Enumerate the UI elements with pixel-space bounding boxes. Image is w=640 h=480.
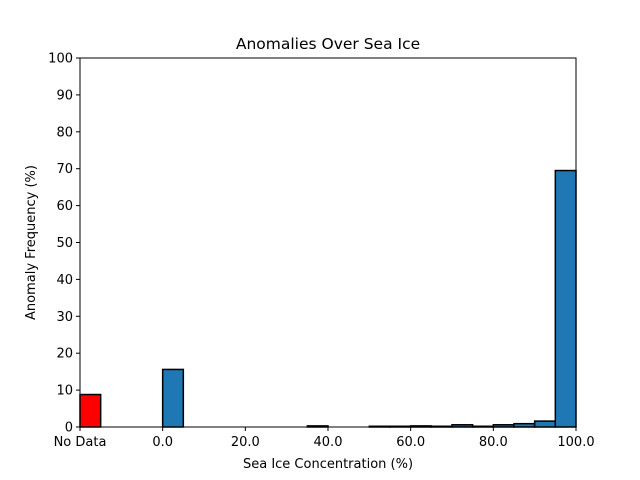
histogram-bar xyxy=(554,169,577,428)
x-tick-label: 60.0 xyxy=(396,435,425,450)
y-tick-label: 20 xyxy=(56,347,73,362)
x-tick-label: 40.0 xyxy=(314,435,343,450)
x-tick-label: 20.0 xyxy=(231,435,260,450)
x-tick-label: 100.0 xyxy=(557,435,594,450)
y-axis-label: Anomaly Frequency (%) xyxy=(24,165,39,320)
y-tick-label: 60 xyxy=(56,199,73,214)
no-data-bar xyxy=(79,393,102,428)
x-tick-label: 80.0 xyxy=(479,435,508,450)
x-axis-label: Sea Ice Concentration (%) xyxy=(243,457,413,472)
y-tick-label: 80 xyxy=(56,125,73,140)
y-tick-label: 30 xyxy=(56,310,73,325)
y-tick-label: 50 xyxy=(56,236,73,251)
y-tick-label: 70 xyxy=(56,162,73,177)
y-axis-ticks: 0 10 20 30 40 50 60 70 80 90 100 xyxy=(48,52,80,436)
y-tick-label: 90 xyxy=(56,88,73,103)
x-tick-label: 0.0 xyxy=(152,435,173,450)
x-axis-ticks: No Data 0.0 20.0 40.0 60.0 80.0 100.0 xyxy=(54,427,595,450)
y-tick-label: 0 xyxy=(65,421,73,436)
chart-title: Anomalies Over Sea Ice xyxy=(236,35,420,53)
plot-frame xyxy=(79,57,577,428)
y-tick-label: 40 xyxy=(56,273,73,288)
x-tick-label: No Data xyxy=(54,435,107,450)
bars-group xyxy=(79,169,577,428)
histogram-bar xyxy=(533,420,557,428)
y-tick-label: 100 xyxy=(48,52,73,67)
histogram-bar xyxy=(161,368,185,428)
y-tick-label: 10 xyxy=(56,384,73,399)
